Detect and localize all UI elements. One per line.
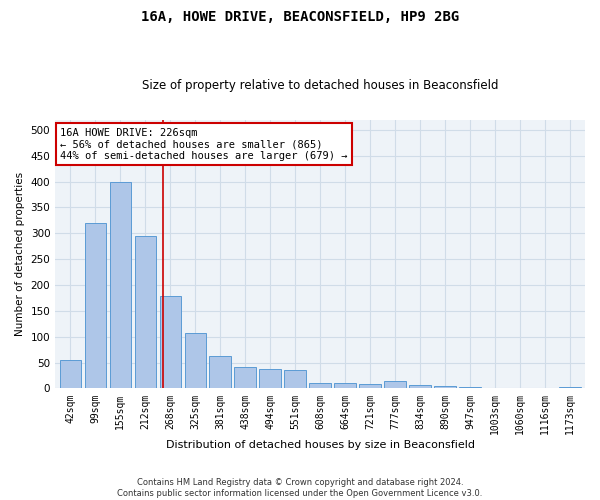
Bar [235,366,256,388]
Bar [409,385,431,388]
Bar [434,386,455,388]
Bar [385,380,406,388]
Text: 16A, HOWE DRIVE, BEACONSFIELD, HP9 2BG: 16A, HOWE DRIVE, BEACONSFIELD, HP9 2BG [141,10,459,24]
Bar [185,333,206,388]
Bar [259,369,281,388]
X-axis label: Distribution of detached houses by size in Beaconsfield: Distribution of detached houses by size … [166,440,475,450]
Bar [160,296,181,388]
Bar [310,383,331,388]
Bar [284,370,306,388]
Bar [460,387,481,388]
Bar [110,182,131,388]
Bar [209,356,231,388]
Bar [334,383,356,388]
Bar [59,360,81,388]
Text: 16A HOWE DRIVE: 226sqm
← 56% of detached houses are smaller (865)
44% of semi-de: 16A HOWE DRIVE: 226sqm ← 56% of detached… [61,128,348,161]
Bar [85,223,106,388]
Title: Size of property relative to detached houses in Beaconsfield: Size of property relative to detached ho… [142,79,499,92]
Text: Contains HM Land Registry data © Crown copyright and database right 2024.
Contai: Contains HM Land Registry data © Crown c… [118,478,482,498]
Bar [134,236,156,388]
Y-axis label: Number of detached properties: Number of detached properties [15,172,25,336]
Bar [359,384,380,388]
Bar [559,387,581,388]
